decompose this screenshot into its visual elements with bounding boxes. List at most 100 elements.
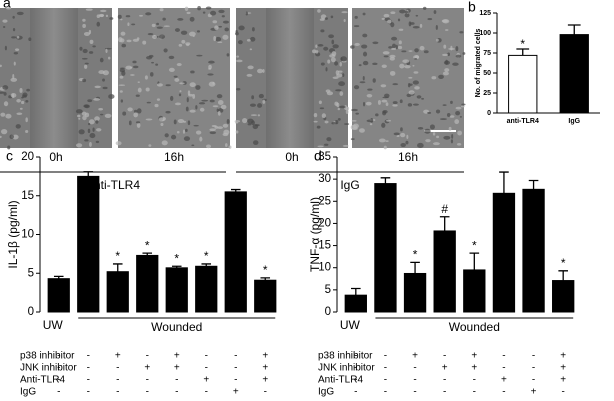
error-bar	[53, 275, 64, 279]
cell	[174, 78, 180, 82]
condition-mark: -	[146, 387, 149, 398]
cell	[392, 104, 398, 107]
significance-mark: *	[174, 251, 179, 265]
cell	[330, 57, 336, 63]
cell	[359, 81, 366, 84]
cell	[249, 103, 256, 107]
time-label: 0h	[49, 150, 62, 164]
cell	[28, 37, 32, 42]
condition-mark: +	[412, 351, 418, 362]
cell	[393, 132, 400, 136]
cell	[395, 44, 398, 50]
cell	[178, 93, 182, 97]
cell	[252, 140, 259, 146]
condition-mark: -	[443, 375, 446, 386]
y-axis-label: TNF-α (pg/ml)	[308, 197, 322, 272]
condition-mark: +	[442, 363, 448, 374]
cell	[176, 130, 180, 134]
condition-label: Anti-TLR4	[318, 375, 363, 386]
cell	[429, 124, 435, 130]
cell	[321, 113, 326, 119]
cell	[78, 117, 81, 120]
condition-mark: -	[234, 351, 237, 362]
cell	[345, 109, 349, 115]
cell	[257, 68, 263, 74]
cell	[108, 94, 115, 99]
cell	[444, 68, 450, 72]
cell	[189, 109, 196, 113]
significance-mark: #	[441, 202, 448, 216]
cell	[251, 27, 255, 32]
error-bar	[567, 24, 581, 35]
cell	[258, 93, 264, 99]
wound-gap	[266, 8, 314, 148]
cell	[156, 26, 163, 29]
cell	[0, 112, 6, 117]
cell	[125, 65, 133, 70]
cell	[9, 134, 14, 140]
cell	[412, 26, 420, 29]
cell	[201, 99, 209, 102]
cell	[350, 45, 355, 49]
bar	[165, 267, 188, 313]
cell	[234, 121, 239, 124]
y-tick-label: 10	[318, 262, 331, 274]
error-bar	[380, 177, 391, 184]
cell	[325, 67, 328, 72]
condition-mark: +	[174, 351, 180, 362]
cell	[354, 42, 360, 46]
error-bar	[142, 252, 153, 256]
x-tick-label: IgG	[568, 118, 580, 125]
cell	[215, 36, 222, 42]
error-bar	[439, 216, 450, 231]
cell	[144, 75, 148, 80]
cell	[87, 99, 93, 103]
y-tick-label: 15	[318, 240, 331, 252]
cell	[78, 129, 85, 135]
cell	[337, 117, 341, 121]
cell	[151, 61, 155, 64]
cell	[147, 33, 154, 36]
condition-mark: -	[443, 387, 446, 398]
cell	[408, 50, 413, 52]
cell	[383, 13, 390, 18]
condition-mark: -	[146, 351, 149, 362]
cell	[145, 87, 150, 92]
cell	[389, 56, 395, 61]
cell	[174, 102, 182, 106]
cell	[372, 62, 378, 66]
panel-label: a	[3, 0, 11, 11]
cell	[331, 122, 337, 125]
cell	[363, 101, 366, 107]
cell	[327, 59, 331, 64]
cell	[85, 8, 93, 11]
cell	[419, 23, 423, 28]
cell	[181, 39, 186, 44]
cell	[159, 34, 166, 39]
cell	[408, 76, 413, 79]
cell	[350, 124, 358, 130]
cell	[21, 100, 25, 105]
error-bar	[112, 263, 123, 272]
bar	[374, 183, 397, 313]
y-tick-label: 0	[487, 110, 491, 117]
cell	[389, 54, 396, 58]
cell	[391, 36, 398, 41]
cell	[331, 39, 335, 45]
cell	[399, 9, 406, 14]
cell	[198, 102, 206, 105]
cell	[450, 100, 453, 105]
condition-mark: -	[384, 351, 387, 362]
cell	[406, 134, 409, 139]
cell	[427, 17, 433, 21]
cell	[340, 56, 347, 62]
panel-label: b	[468, 0, 476, 15]
error-bar	[516, 48, 530, 56]
cell	[26, 88, 31, 92]
error-bar	[469, 252, 480, 270]
condition-mark: -	[87, 363, 90, 374]
cell	[165, 84, 171, 87]
time-label: 16h	[164, 150, 184, 164]
cell	[234, 120, 241, 123]
cell	[339, 62, 342, 67]
